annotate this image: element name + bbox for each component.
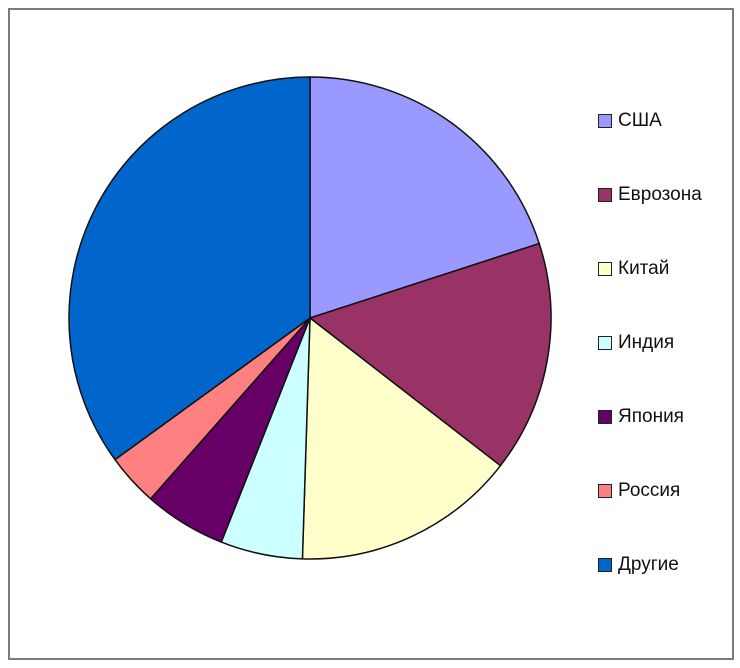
legend-label: Еврозона [618, 184, 702, 205]
legend-swatch [598, 410, 612, 424]
legend-label: Китай [618, 258, 670, 279]
legend-item-6: Другие [598, 528, 736, 602]
pie-slice-0 [309, 76, 540, 319]
legend-swatch [598, 114, 612, 128]
legend-label: Япония [618, 406, 684, 427]
legend-label: США [618, 110, 662, 131]
legend-swatch [598, 558, 612, 572]
legend-label: Другие [618, 554, 679, 575]
legend-swatch [598, 188, 612, 202]
legend-item-2: Китай [598, 232, 736, 306]
legend-item-3: Индия [598, 306, 736, 380]
legend-item-4: Япония [598, 380, 736, 454]
legend-label: Россия [618, 480, 681, 501]
legend-swatch [598, 262, 612, 276]
legend-item-1: Еврозона [598, 158, 736, 232]
pie-slice-6 [68, 76, 311, 461]
legend-swatch [598, 484, 612, 498]
legend-item-0: США [598, 84, 736, 158]
pie-slice-2 [301, 317, 502, 560]
legend-item-5: Россия [598, 454, 736, 528]
legend: США Еврозона Китай Индия Япония Россия Другие [598, 84, 736, 602]
legend-label: Индия [618, 332, 675, 353]
pie-slice-1 [309, 242, 552, 467]
legend-swatch [598, 336, 612, 350]
